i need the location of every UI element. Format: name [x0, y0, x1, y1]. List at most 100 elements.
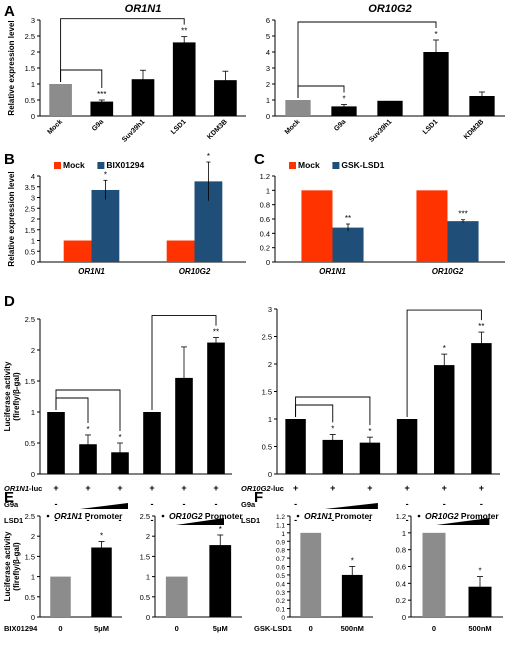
comparison-bracket	[60, 18, 185, 82]
y-tick-label: 1.5	[25, 377, 35, 386]
bar	[172, 42, 196, 116]
y-tick-label: 2	[31, 532, 35, 541]
y-tick-label: 2.5	[25, 32, 35, 41]
bar	[111, 452, 129, 474]
y-tick-label: 1	[31, 237, 35, 246]
y-tick-label: 0.9	[276, 539, 285, 546]
y-tick-label: 0.7	[276, 556, 285, 563]
chart-a2: 0 1 2 3 4 5 6 * * Mock G9a Suv39h1 LSD1 KDM3B OR10G2	[266, 3, 505, 144]
significance-label: **	[345, 214, 351, 223]
y-tick-label: 0.1	[276, 607, 285, 614]
significance-label: *	[351, 557, 354, 566]
y-tick-label: 0	[31, 112, 35, 121]
row-label-suffix: -luc	[271, 484, 284, 493]
significance-label: *	[331, 424, 334, 433]
chart-title: OR10G2	[368, 3, 411, 15]
row-symbol: -	[55, 515, 58, 525]
y-tick-label: 0.4	[396, 579, 406, 588]
row-symbol: +	[330, 483, 335, 493]
row-label: G9a	[4, 500, 19, 509]
x-tick-label: KDM3B	[463, 118, 486, 141]
row-symbol: +	[442, 483, 447, 493]
legend-marker	[296, 514, 300, 518]
chart-title-gene: OR10G2	[169, 511, 203, 521]
y-tick-label: 2.5	[262, 333, 272, 342]
dose-wedge-lsd1	[436, 518, 490, 525]
row-symbol: -	[331, 515, 334, 525]
y-tick-label: 2.5	[140, 512, 150, 521]
row-symbol: -	[151, 499, 154, 509]
y-tick-label: 2	[31, 48, 35, 57]
y-tick-label: 1	[146, 573, 150, 582]
x-tick-label: 500nM	[468, 624, 491, 633]
y-tick-label: 2	[266, 80, 270, 89]
x-tick-label: KDM3B	[206, 118, 229, 141]
bar	[471, 343, 492, 474]
panel-letter-d: D	[4, 293, 15, 310]
y-tick-label: 0	[266, 258, 270, 267]
bar	[285, 100, 311, 116]
bar	[214, 80, 237, 116]
row-label-gene: OR10G2	[241, 484, 271, 493]
row-label-gene: OR1N1	[4, 484, 29, 493]
y-tick-label: 2.5	[25, 204, 35, 213]
x-tick-label: LSD1	[170, 118, 188, 136]
bar	[377, 100, 403, 116]
y-tick-label: 6	[266, 16, 270, 25]
panel-letter-e: E	[4, 489, 14, 506]
chart-title-gene: OR10G2	[425, 511, 459, 521]
bar	[469, 96, 495, 116]
significance-label: *	[118, 433, 121, 442]
x-axis-label: GSK-LSD1	[254, 624, 292, 633]
x-tick-label: OR10G2	[432, 267, 464, 276]
y-tick-label: 1.5	[25, 64, 35, 73]
x-tick-label: G9a	[91, 118, 105, 132]
y-tick-label: 1.5	[25, 226, 35, 235]
chart-e1: 0 0.5 1 1.5 2 2.5 Luciferase activity(firefly/…	[3, 511, 123, 633]
y-tick-label: 0.3	[276, 590, 285, 597]
y-tick-label: 3	[268, 305, 272, 314]
x-tick-label: Mock	[46, 118, 64, 136]
row-symbol: -	[215, 499, 218, 509]
chart-d1: 0 0.5 1 1.5 2 2.5 Luciferase activity(firefly/…	[3, 315, 232, 525]
panel-letter-c: C	[254, 151, 265, 168]
y-tick-label: 3	[31, 16, 35, 25]
significance-label: *	[342, 94, 345, 103]
bar	[50, 576, 71, 617]
y-tick-label: 0.6	[396, 563, 406, 572]
significance-label: *	[219, 525, 222, 534]
bar	[209, 545, 232, 617]
bar	[301, 190, 333, 262]
y-tick-label: 0.8	[396, 546, 406, 555]
bar	[131, 79, 155, 116]
y-tick-label: 1.2	[396, 512, 406, 521]
y-axis-label-line: (firefly/β-gal)	[12, 372, 21, 421]
y-tick-label: 0	[31, 258, 35, 267]
comparison-bracket	[406, 309, 482, 417]
row-symbol: +	[85, 483, 90, 493]
bar	[207, 342, 225, 474]
bar	[341, 574, 363, 617]
y-tick-label: 1	[268, 415, 272, 424]
legend-swatch	[54, 162, 61, 169]
row-symbol: +	[479, 483, 484, 493]
row-label: LSD1	[4, 516, 23, 525]
row-symbol: +	[367, 483, 372, 493]
bar	[79, 444, 97, 474]
y-tick-label: 2	[31, 346, 35, 355]
row-symbol: +	[149, 483, 154, 493]
significance-label: *	[443, 344, 446, 353]
dose-wedge-g9a	[80, 503, 128, 509]
row-symbol: +	[213, 483, 218, 493]
x-tick-label: Mock	[284, 118, 302, 136]
y-axis-label-line: Luciferase activity	[3, 361, 12, 431]
dose-wedge-lsd1	[176, 518, 224, 525]
legend-swatch	[332, 162, 340, 169]
y-tick-label: 0.6	[276, 565, 285, 572]
chart-e2: 0 0.5 1 1.5 2 2.5 * 0 5μM OR10G2 Promoter	[140, 511, 244, 633]
comparison-bracket	[297, 85, 345, 98]
x-tick-label: OR1N1	[319, 267, 346, 276]
legend-marker	[417, 514, 421, 518]
significance-label: **	[478, 322, 484, 331]
